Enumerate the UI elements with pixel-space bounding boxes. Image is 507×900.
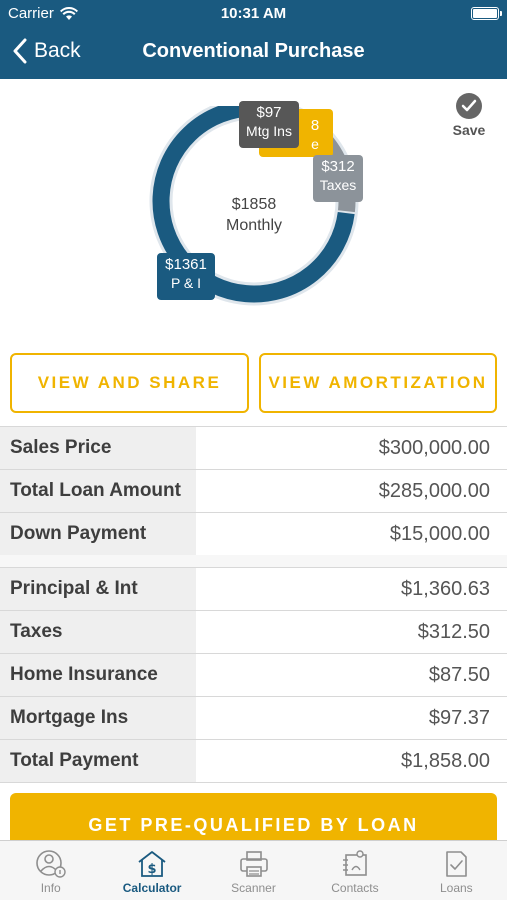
row-value: $285,000.00 [196, 470, 507, 512]
row-label: Sales Price [0, 427, 196, 469]
chart-label-mtg-ins: $97 Mtg Ins [239, 101, 299, 148]
tab-info[interactable]: Info [0, 841, 101, 900]
loans-document-icon [446, 851, 468, 877]
save-button[interactable]: Save [450, 93, 488, 138]
taxes-amount: $312 [321, 158, 355, 175]
row-label: Principal & Int [0, 568, 196, 610]
top-bar: Carrier 10:31 AM Back Conventional Purch… [0, 0, 507, 79]
row-label: Total Payment [0, 740, 196, 782]
wifi-icon [59, 6, 78, 20]
tab-label: Info [40, 881, 61, 895]
tab-contacts[interactable]: Contacts [304, 841, 405, 900]
chart-center-caption: Monthly [225, 217, 283, 234]
mtg-ins-amount: $97 [256, 104, 282, 121]
row-value: $15,000.00 [196, 513, 507, 555]
row-label: Home Insurance [0, 654, 196, 696]
pi-name: P & I [170, 275, 202, 291]
chart-center-label: $1858 Monthly [145, 194, 363, 236]
tab-bar: Info $ Calculator Scanner Contacts [0, 840, 507, 900]
contacts-icon [342, 850, 367, 876]
back-label: Back [34, 39, 81, 62]
chart-label-taxes: $312 Taxes [313, 155, 363, 202]
battery-icon [471, 7, 502, 20]
view-amortization-button[interactable]: VIEW AMORTIZATION [259, 353, 497, 413]
home-ins-amount: 8 [310, 117, 320, 134]
section-divider [0, 555, 507, 567]
table-row: Principal & Int $1,360.63 [0, 568, 507, 611]
nav-bar: Back Conventional Purchase [0, 28, 507, 79]
page-title: Conventional Purchase [142, 40, 365, 62]
row-label: Taxes [0, 611, 196, 653]
row-value: $312.50 [196, 611, 507, 653]
row-value: $97.37 [196, 697, 507, 739]
tab-scanner[interactable]: Scanner [203, 841, 304, 900]
view-and-share-button[interactable]: VIEW AND SHARE [10, 353, 249, 413]
chart-center-amount: $1858 [231, 196, 277, 213]
table-row: Total Payment $1,858.00 [0, 740, 507, 783]
calculator-house-icon: $ [138, 851, 166, 877]
loan-summary-table: Sales Price $300,000.00 Total Loan Amoun… [0, 426, 507, 556]
payment-breakdown-table: Principal & Int $1,360.63 Taxes $312.50 … [0, 567, 507, 783]
tab-calculator[interactable]: $ Calculator [101, 841, 202, 900]
row-value: $87.50 [196, 654, 507, 696]
row-value: $1,858.00 [196, 740, 507, 782]
carrier-label: Carrier [8, 5, 54, 22]
table-row: Home Insurance $87.50 [0, 654, 507, 697]
chart-label-pi: $1361 P & I [157, 253, 215, 300]
row-value: $300,000.00 [196, 427, 507, 469]
tab-label: Loans [439, 881, 473, 895]
tab-label: Scanner [231, 881, 276, 895]
carrier-info: Carrier [8, 5, 78, 22]
tab-label: Contacts [331, 881, 379, 895]
row-value: $1,360.63 [196, 568, 507, 610]
tab-label: Calculator [122, 881, 182, 895]
status-bar: Carrier 10:31 AM [0, 0, 507, 28]
taxes-name: Taxes [319, 177, 357, 193]
scanner-icon [239, 851, 268, 877]
save-label: Save [452, 122, 486, 138]
table-row: Down Payment $15,000.00 [0, 513, 507, 556]
checkmark-icon [456, 93, 482, 119]
mtg-ins-name: Mtg Ins [246, 123, 292, 139]
pi-amount: $1361 [165, 256, 207, 273]
back-button[interactable]: Back [12, 38, 81, 64]
info-person-icon [35, 850, 66, 878]
tab-loans[interactable]: Loans [406, 841, 507, 900]
svg-text:$: $ [148, 862, 157, 877]
chevron-left-icon [13, 38, 27, 64]
table-row: Taxes $312.50 [0, 611, 507, 654]
row-label: Total Loan Amount [0, 470, 196, 512]
status-time: 10:31 AM [220, 5, 287, 22]
table-row: Mortgage Ins $97.37 [0, 697, 507, 740]
table-row: Sales Price $300,000.00 [0, 427, 507, 470]
table-row: Total Loan Amount $285,000.00 [0, 470, 507, 513]
row-label: Mortgage Ins [0, 697, 196, 739]
row-label: Down Payment [0, 513, 196, 555]
